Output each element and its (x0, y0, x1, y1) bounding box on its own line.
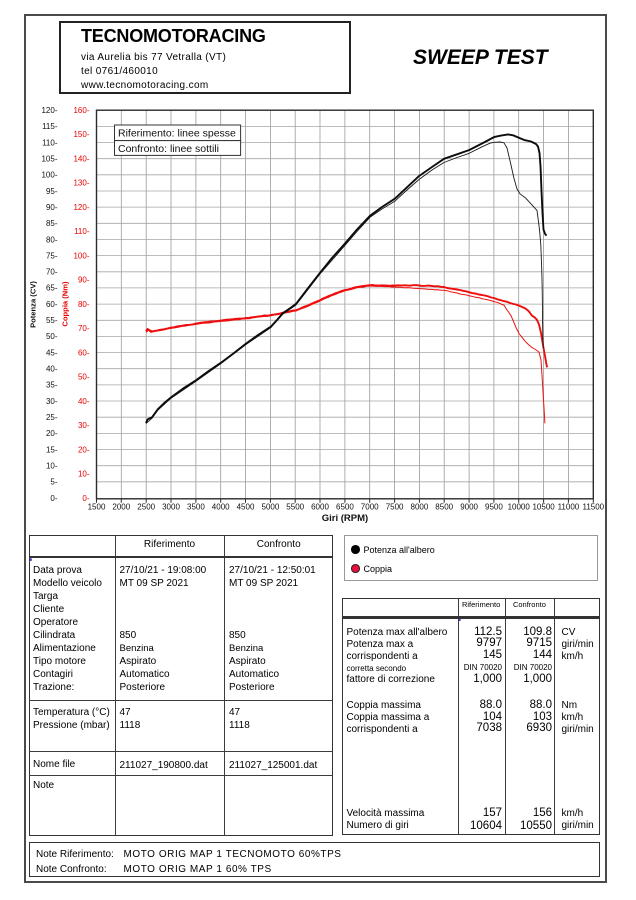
svg-text:40-: 40- (78, 397, 90, 406)
svg-text:5000: 5000 (262, 503, 280, 512)
svg-text:0-: 0- (50, 494, 57, 503)
svg-text:30-: 30- (46, 397, 58, 406)
svg-text:150-: 150- (73, 130, 89, 139)
svg-text:160-: 160- (73, 106, 89, 115)
svg-text:90-: 90- (46, 203, 58, 212)
svg-text:20-: 20- (78, 445, 90, 454)
svg-text:85-: 85- (46, 219, 58, 228)
svg-text:65-: 65- (46, 284, 58, 293)
svg-text:25-: 25- (46, 413, 58, 422)
svg-text:120-: 120- (73, 203, 89, 212)
svg-text:45-: 45- (46, 348, 58, 357)
svg-text:70-: 70- (78, 324, 90, 333)
svg-text:5500: 5500 (286, 503, 304, 512)
svg-text:4500: 4500 (237, 503, 255, 512)
svg-text:80-: 80- (78, 300, 90, 309)
svg-text:10000: 10000 (508, 503, 531, 512)
svg-text:1500: 1500 (88, 503, 106, 512)
svg-text:9000: 9000 (460, 503, 478, 512)
svg-text:4000: 4000 (212, 503, 230, 512)
svg-text:110-: 110- (74, 227, 90, 236)
svg-text:Potenza (CV): Potenza (CV) (29, 281, 38, 328)
svg-text:110-: 110- (42, 138, 58, 147)
svg-text:40-: 40- (46, 365, 58, 374)
svg-text:100-: 100- (73, 251, 89, 260)
svg-text:120-: 120- (41, 106, 57, 115)
svg-text:80-: 80- (46, 235, 58, 244)
svg-text:15-: 15- (46, 445, 58, 454)
svg-text:8000: 8000 (411, 503, 429, 512)
svg-text:11000: 11000 (558, 503, 580, 512)
svg-text:0-: 0- (82, 494, 89, 503)
svg-text:50-: 50- (46, 332, 58, 341)
svg-text:Giri (RPM): Giri (RPM) (322, 513, 368, 524)
svg-text:Confronto: linee sottili: Confronto: linee sottili (118, 143, 219, 155)
svg-text:130-: 130- (73, 179, 89, 188)
svg-text:2000: 2000 (112, 503, 130, 512)
svg-text:Coppia (Nm): Coppia (Nm) (61, 281, 70, 327)
svg-text:3000: 3000 (162, 503, 180, 512)
svg-text:30-: 30- (78, 421, 90, 430)
svg-text:6500: 6500 (336, 503, 354, 512)
svg-text:60-: 60- (78, 348, 90, 357)
svg-text:100-: 100- (41, 171, 57, 180)
svg-text:3500: 3500 (187, 503, 205, 512)
svg-text:115-: 115- (42, 122, 58, 131)
svg-text:11500: 11500 (582, 503, 604, 512)
svg-text:8500: 8500 (435, 503, 453, 512)
svg-text:105-: 105- (41, 155, 57, 164)
svg-text:70-: 70- (46, 268, 58, 277)
svg-text:50-: 50- (78, 373, 90, 382)
svg-text:140-: 140- (73, 155, 89, 164)
svg-text:55-: 55- (46, 316, 58, 325)
svg-text:20-: 20- (46, 429, 58, 438)
svg-text:Riferimento: linee spesse: Riferimento: linee spesse (118, 128, 236, 140)
svg-text:9500: 9500 (485, 503, 503, 512)
svg-text:7000: 7000 (361, 503, 379, 512)
svg-text:90-: 90- (78, 276, 90, 285)
svg-text:5-: 5- (50, 478, 57, 487)
svg-text:75-: 75- (46, 251, 58, 260)
svg-text:10500: 10500 (532, 503, 555, 512)
svg-text:95-: 95- (46, 187, 58, 196)
svg-text:6000: 6000 (311, 503, 329, 512)
svg-text:2500: 2500 (137, 503, 155, 512)
svg-text:10-: 10- (78, 470, 90, 479)
svg-text:60-: 60- (46, 300, 58, 309)
svg-text:7500: 7500 (386, 503, 404, 512)
svg-text:35-: 35- (46, 381, 58, 390)
svg-text:10-: 10- (46, 462, 58, 471)
